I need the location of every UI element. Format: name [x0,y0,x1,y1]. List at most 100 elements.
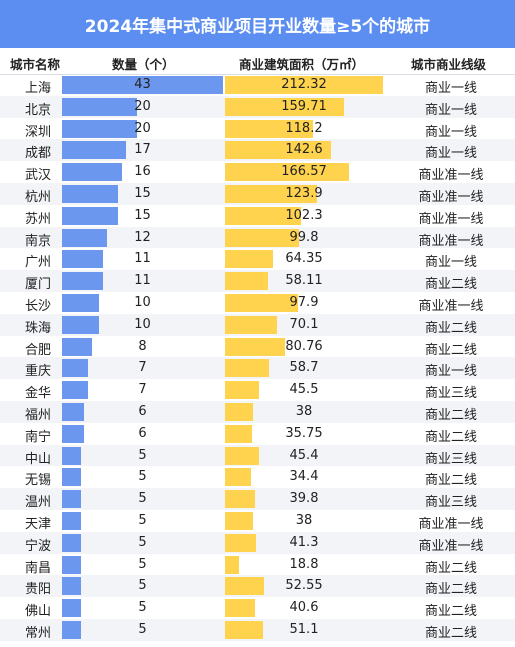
count-bar [62,577,81,596]
area-bar [225,76,383,94]
count-bar [62,250,104,269]
city-name: 珠海 [24,320,51,336]
table-row: 北京 20 159.71 商业一线 [0,95,515,118]
count-value: 7 [138,382,147,398]
header-area: 商业建筑面积（万㎡） [239,57,365,72]
count-value: 5 [138,534,147,550]
city-tier: 商业一线 [424,102,477,118]
table-row: 宁波 5 41.3 商业准一线 [0,531,515,554]
area-value: 38 [295,404,313,419]
area-value: 52.55 [285,578,323,594]
count-bar [62,359,89,378]
area-bar [225,185,318,203]
city-name: 南京 [24,233,51,249]
city-tier: 商业一线 [424,81,477,96]
area-value: 40.6 [289,600,319,616]
area-bar [225,577,265,596]
city-tier: 商业准一线 [418,168,484,184]
city-name: 长沙 [24,299,51,314]
city-tier: 商业二线 [424,320,477,336]
count-bar [62,315,100,334]
header-tier: 城市商业线级 [411,57,487,72]
count-bar [62,490,81,509]
city-name: 北京 [24,102,51,118]
count-value: 17 [134,142,151,158]
count-value: 10 [134,295,151,310]
city-name: 厦门 [24,277,51,293]
area-bar [225,403,254,421]
area-value: 58.11 [285,273,323,289]
table-row: 杭州 15 123.9 商业准一线 [0,183,515,205]
city-name: 温州 [24,495,51,511]
area-value: 45.5 [289,382,319,398]
count-bar [62,272,104,291]
count-value: 20 [134,120,151,136]
count-value: 8 [138,338,147,354]
area-value: 18.8 [289,556,319,572]
count-value: 5 [138,622,147,637]
count-bar [62,228,107,247]
area-value: 159.71 [281,98,327,114]
city-tier: 商业二线 [424,277,477,293]
area-value: 39.8 [289,491,319,507]
count-bar [62,599,81,618]
area-bar [225,533,256,552]
city-tier: 商业二线 [424,429,477,445]
count-value: 20 [134,98,151,114]
table-row: 合肥 8 80.76 商业二线 [0,336,515,358]
area-bar [225,250,273,269]
count-bar [62,621,81,639]
table-row: 常州 5 51.1 商业二线 [0,619,515,641]
table-row: 珠海 10 70.1 商业二线 [0,313,515,336]
area-bar [225,621,264,639]
city-name: 杭州 [24,190,51,205]
city-tier: 商业准一线 [418,190,484,205]
count-value: 15 [134,186,151,201]
table-row: 温州 5 39.8 商业三线 [0,488,515,510]
city-name: 广州 [24,255,51,271]
area-value: 97.9 [289,295,319,310]
area-bar [225,294,298,312]
area-bar [225,163,349,182]
city-name: 上海 [24,81,51,96]
area-bar [225,337,286,356]
table-row: 无锡 5 34.4 商业二线 [0,466,515,488]
count-value: 12 [134,229,151,245]
count-bar [62,381,89,400]
count-bar [62,163,122,182]
area-value: 99.8 [289,229,319,245]
city-tier: 商业二线 [424,473,477,489]
count-bar [62,185,119,203]
area-value: 166.57 [281,164,327,180]
count-value: 5 [138,578,147,594]
city-name: 天津 [24,517,51,532]
count-bar [62,141,126,160]
count-bar [62,337,92,356]
area-value: 51.1 [289,622,319,637]
city-name: 中山 [24,451,51,467]
count-bar [62,403,85,421]
count-value: 5 [138,447,147,463]
table-row: 南宁 6 35.75 商业二线 [0,423,515,445]
city-tier: 商业准一线 [418,233,484,249]
city-tier: 商业一线 [424,255,477,271]
city-tier: 商业三线 [424,386,477,402]
count-value: 15 [134,207,151,223]
area-bar [225,381,259,400]
city-name: 武汉 [24,168,51,184]
city-name: 宁波 [24,538,51,554]
area-bar [225,97,344,116]
table-row: 贵阳 5 52.55 商业二线 [0,575,515,597]
city-tier: 商业二线 [424,408,477,423]
area-bar [225,512,254,530]
area-value: 123.9 [285,186,323,201]
count-value: 5 [138,600,147,616]
count-value: 5 [138,469,147,485]
table-header: 城市名称 数量（个） 商业建筑面积（万㎡） 城市商业线级 [0,48,515,74]
area-bar [225,359,269,378]
table-row: 福州 6 38 商业二线 [0,401,515,423]
area-bar [225,228,300,247]
count-value: 43 [134,77,151,92]
table-row: 广州 11 64.35 商业一线 [0,248,515,270]
table-row: 中山 5 45.4 商业三线 [0,444,515,467]
